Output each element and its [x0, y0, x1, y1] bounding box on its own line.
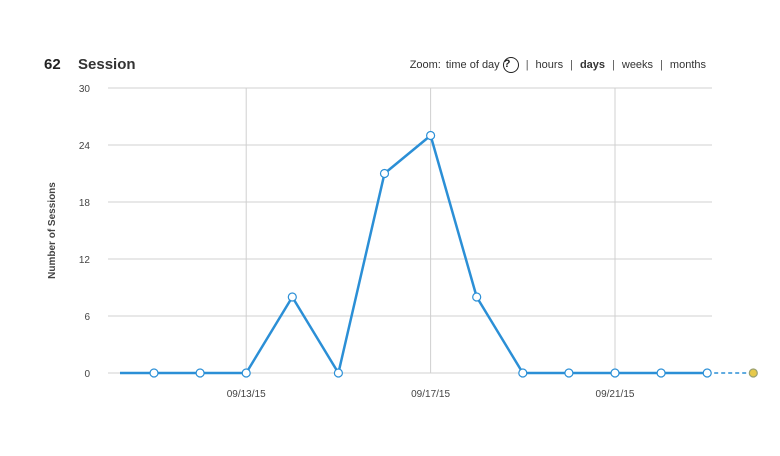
- data-point: [472, 292, 482, 302]
- zoom-controls: Zoom: time of day ? | hours | days | wee…: [410, 57, 706, 73]
- y-tick-label: 6: [84, 312, 90, 323]
- zoom-separator: |: [612, 59, 615, 71]
- data-point: [610, 368, 620, 378]
- zoom-option-hours[interactable]: hours: [535, 59, 564, 71]
- y-axis-title: Number of Sessions: [47, 182, 58, 279]
- zoom-option-weeks[interactable]: weeks: [621, 59, 654, 71]
- series-line: [120, 134, 708, 375]
- zoom-option-months[interactable]: months: [669, 59, 706, 71]
- x-tick-label: 09/21/15: [596, 389, 635, 400]
- data-point: [195, 368, 205, 378]
- zoom-separator: |: [660, 59, 663, 71]
- help-icon[interactable]: ?: [502, 57, 519, 73]
- y-tick-label: 30: [79, 84, 91, 95]
- data-point: [702, 368, 712, 378]
- data-point: [287, 292, 297, 302]
- data-point-current: [748, 368, 758, 378]
- data-point: [149, 368, 159, 378]
- session-count: 62: [44, 56, 61, 73]
- data-point: [656, 368, 666, 378]
- zoom-option-days[interactable]: days: [579, 59, 606, 71]
- data-point: [379, 168, 390, 179]
- chart-title: Session: [78, 56, 136, 73]
- zoom-separator: |: [570, 59, 573, 71]
- data-point: [333, 368, 343, 378]
- y-tick-label: 24: [79, 141, 91, 152]
- zoom-label: Zoom:: [409, 59, 441, 71]
- data-point: [518, 368, 528, 378]
- zoom-option-time-of-day[interactable]: time of day: [445, 59, 500, 71]
- y-tick-label: 12: [79, 255, 91, 266]
- data-point: [241, 368, 251, 378]
- zoom-separator: |: [525, 59, 529, 71]
- data-point: [564, 368, 574, 378]
- x-tick-label: 09/13/15: [227, 389, 266, 400]
- y-tick-label: 0: [84, 369, 90, 380]
- x-tick-label: 09/17/15: [411, 389, 450, 400]
- y-tick-label: 18: [79, 198, 91, 209]
- chart-header: 62 Session Zoom: time of day ? | hours |…: [0, 0, 780, 80]
- data-point: [426, 130, 436, 141]
